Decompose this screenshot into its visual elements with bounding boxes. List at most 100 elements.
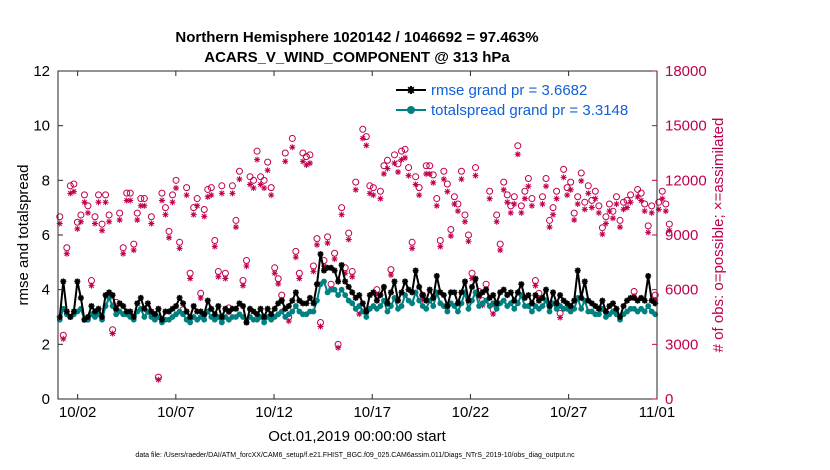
- obs-assimilated-marker: [648, 209, 655, 216]
- obs-assimilated-marker: [666, 227, 673, 234]
- obs-assimilated-marker: [324, 240, 331, 247]
- totalspread-point: [578, 305, 585, 312]
- rmse-point: [158, 316, 165, 323]
- rmse-point: [409, 289, 416, 296]
- y-tick-label: 10: [33, 118, 50, 135]
- rmse-point: [201, 311, 208, 318]
- obs-assimilated-marker: [395, 169, 402, 176]
- rmse-point: [440, 292, 447, 299]
- totalspread-point: [187, 319, 194, 326]
- obs-possible-marker: [95, 191, 103, 199]
- obs-possible-marker: [165, 227, 173, 235]
- rmse-point: [183, 308, 190, 315]
- rmse-point: [514, 289, 521, 296]
- obs-assimilated-marker: [67, 190, 74, 197]
- rmse-point: [521, 294, 528, 301]
- rmse-point: [426, 286, 433, 293]
- totalspread-point: [546, 308, 553, 315]
- obs-assimilated-marker: [137, 202, 144, 209]
- obs-possible-marker: [517, 202, 525, 210]
- obs-possible-marker: [486, 187, 494, 195]
- rmse-point: [84, 314, 91, 320]
- rmse-point: [627, 294, 634, 301]
- obs-assimilated-marker: [366, 190, 373, 197]
- rmse-point: [342, 278, 349, 285]
- obs-possible-marker: [588, 196, 596, 204]
- obs-possible-marker: [98, 220, 106, 228]
- rmse-point: [363, 308, 370, 315]
- obs-assimilated-marker: [81, 199, 88, 206]
- rmse-point: [310, 300, 317, 307]
- rmse-point: [617, 314, 624, 320]
- obs-assimilated-marker: [264, 167, 271, 174]
- obs-assimilated-marker: [585, 190, 592, 197]
- rmse-point: [285, 303, 292, 310]
- rmse-point: [169, 305, 176, 312]
- obs-possible-marker: [591, 187, 599, 195]
- rmse-point: [483, 286, 490, 293]
- obs-possible-marker: [102, 191, 110, 199]
- rmse-point: [345, 283, 352, 290]
- obs-assimilated-marker: [609, 215, 616, 222]
- rmse-point: [507, 289, 514, 296]
- obs-possible-marker: [183, 184, 191, 192]
- obs-assimilated-marker: [282, 158, 289, 165]
- rmse-point: [180, 300, 187, 307]
- obs-assimilated-marker: [218, 190, 225, 197]
- obs-assimilated-marker: [141, 202, 148, 209]
- rmse-point: [289, 297, 296, 304]
- rmse-point: [497, 289, 504, 296]
- totalspread-point: [465, 305, 472, 312]
- totalspread-point: [539, 303, 546, 309]
- rmse-point: [303, 300, 310, 307]
- totalspread-point: [398, 303, 405, 309]
- obs-assimilated-marker: [592, 195, 599, 202]
- obs-possible-marker: [376, 187, 384, 195]
- obs-assimilated-marker: [511, 200, 518, 207]
- obs-assimilated-marker: [398, 156, 405, 163]
- obs-possible-marker: [246, 173, 254, 181]
- obs-possible-marker: [116, 209, 124, 217]
- obs-assimilated-marker: [451, 200, 458, 207]
- obs-assimilated-marker: [134, 216, 141, 223]
- rmse-point: [88, 303, 95, 310]
- obs-possible-marker: [267, 184, 275, 192]
- obs-assimilated-marker: [306, 160, 313, 167]
- rmse-point: [631, 294, 638, 301]
- rmse-point: [162, 308, 169, 315]
- obs-assimilated-marker: [659, 195, 666, 202]
- obs-possible-marker: [503, 191, 511, 199]
- obs-assimilated-marker: [317, 323, 324, 330]
- obs-assimilated-marker: [95, 199, 102, 206]
- obs-possible-marker: [204, 185, 212, 193]
- obs-assimilated-marker: [405, 172, 412, 179]
- rmse-point: [402, 278, 409, 285]
- obs-possible-marker: [394, 160, 402, 168]
- obs-possible-marker: [595, 202, 603, 210]
- obs-assimilated-marker: [215, 273, 222, 280]
- rmse-point: [465, 297, 472, 304]
- totalspread-point: [289, 308, 296, 315]
- rmse-point: [366, 292, 373, 299]
- totalspread-point: [218, 319, 225, 326]
- obs-possible-marker: [228, 182, 236, 190]
- rmse-point: [74, 278, 81, 285]
- obs-assimilated-marker: [254, 156, 261, 163]
- obs-possible-marker: [570, 209, 578, 217]
- rmse-point: [535, 297, 542, 304]
- rmse-point: [275, 300, 282, 307]
- totalspread-point: [384, 308, 391, 315]
- rmse-point: [204, 297, 211, 304]
- obs-possible-marker: [429, 171, 437, 179]
- obs-assimilated-marker: [88, 282, 95, 289]
- rmse-point: [324, 264, 331, 271]
- legend: rmse grand pr = 3.6682 totalspread grand…: [392, 76, 654, 122]
- obs-assimilated-marker: [106, 218, 113, 225]
- obs-assimilated-marker: [440, 176, 447, 183]
- rmse-point: [299, 300, 306, 307]
- rmse-point: [229, 305, 236, 312]
- obs-possible-marker: [390, 151, 398, 159]
- obs-assimilated-marker: [571, 216, 578, 223]
- y-axis-right: 0 3000 6000 9000 12000 15000 18000: [652, 63, 707, 408]
- totalspread-point: [430, 303, 437, 309]
